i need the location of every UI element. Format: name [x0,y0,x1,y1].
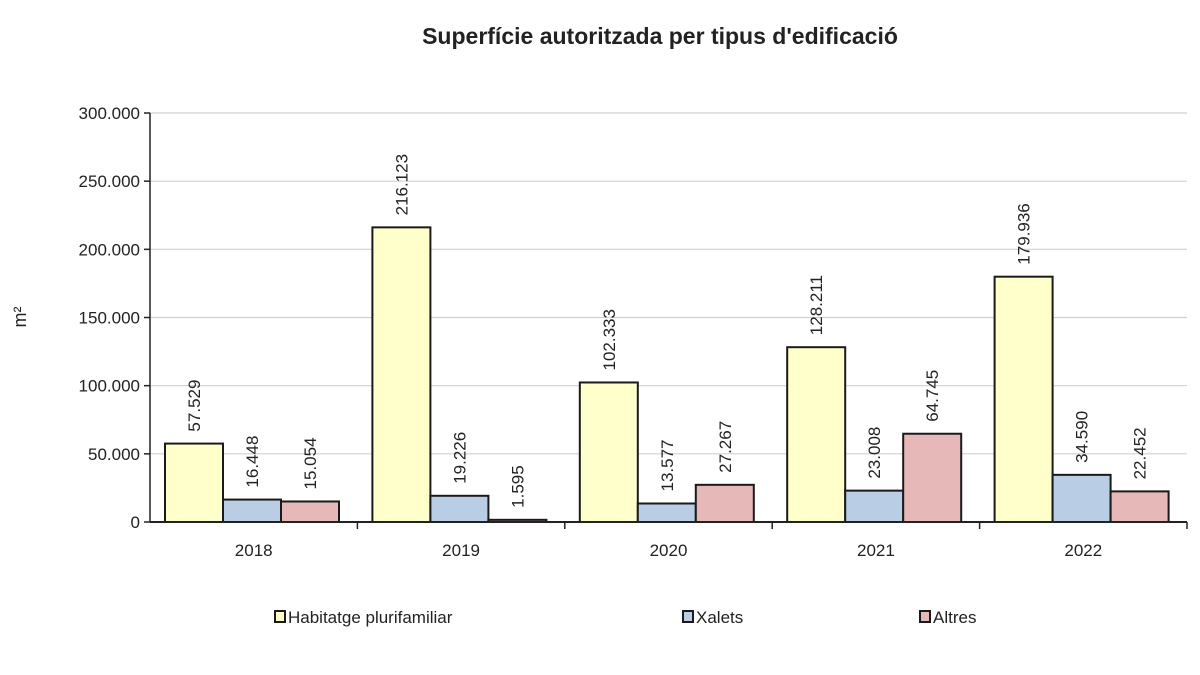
x-tick-label: 2018 [235,541,273,560]
bar [280,500,340,523]
legend-label: Altres [933,608,976,627]
bar [371,226,432,524]
y-tick-label: 0 [131,513,140,532]
y-tick-label: 50.000 [88,445,140,464]
data-label: 64.745 [923,370,942,422]
data-label: 34.590 [1073,411,1092,463]
legend-swatch [919,610,931,623]
bar [578,381,639,524]
bar [694,483,755,523]
bar [844,489,905,523]
y-tick-label: 150.000 [79,309,140,328]
y-tick-label: 100.000 [79,377,140,396]
data-label: 27.267 [716,421,735,473]
legend-label: Xalets [696,608,743,627]
bar [786,346,847,523]
data-label: 57.529 [185,380,204,432]
x-tick-label: 2019 [442,541,480,560]
data-label: 15.054 [301,437,320,489]
data-label: 128.211 [807,275,826,335]
x-tick-label: 2020 [650,541,688,560]
bar [636,502,697,523]
data-label: 216.123 [392,154,411,215]
legend-label: Habitatge plurifamiliar [288,608,453,627]
x-tick-label: 2021 [857,541,895,560]
y-tick-label: 300.000 [79,104,140,123]
x-tick-label: 2022 [1064,541,1102,560]
data-label: 19.226 [450,432,469,484]
data-label: 16.448 [243,436,262,488]
y-tick-label: 200.000 [79,240,140,259]
y-tick-label: 250.000 [79,172,140,191]
data-label: 1.595 [508,465,527,508]
bar [993,275,1054,523]
chart-title: Superfície autoritzada per tipus d'edifi… [422,23,898,49]
legend-swatch [274,610,286,623]
bar [902,432,963,524]
data-label: 13.577 [658,439,677,491]
data-label: 102.333 [600,309,619,370]
bar [429,494,490,523]
bar [1051,473,1112,523]
data-label: 179.936 [1015,203,1034,264]
bar [164,442,224,523]
bar [1109,490,1170,524]
y-axis-label: m² [10,307,30,328]
bar [222,498,282,524]
data-label: 23.008 [865,427,884,479]
data-label: 22.452 [1131,427,1150,479]
legend-swatch [682,610,694,623]
